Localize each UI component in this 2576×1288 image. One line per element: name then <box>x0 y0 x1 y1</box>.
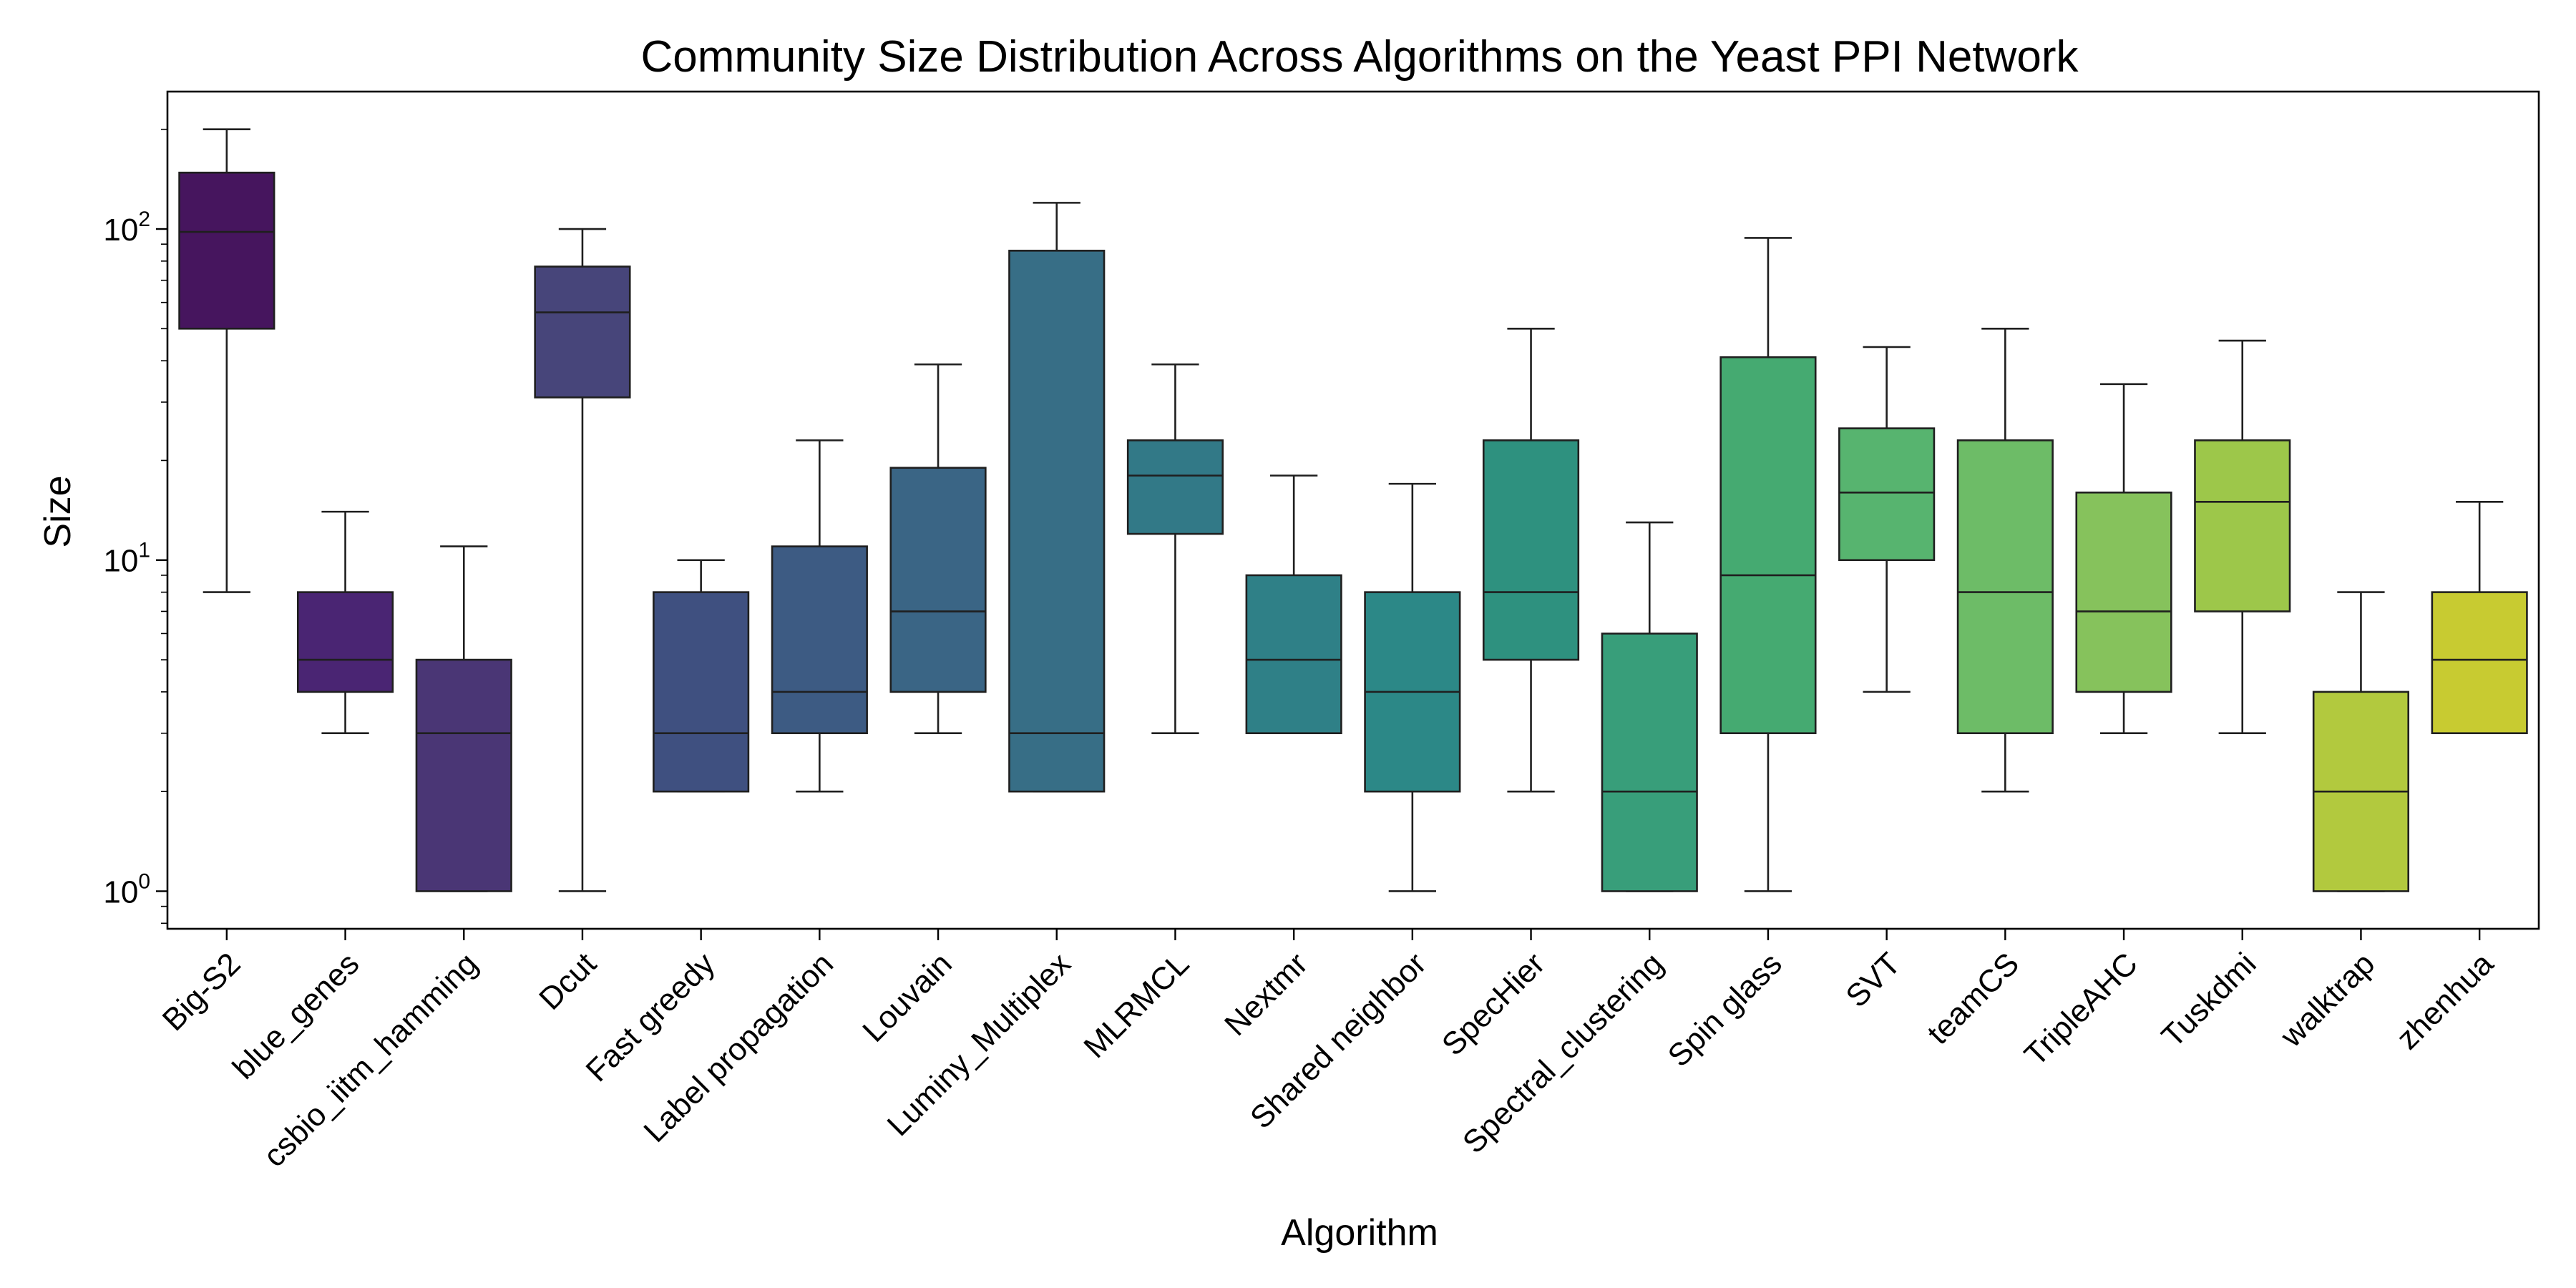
box-group <box>1364 482 1461 892</box>
x-tick-label: Big-S2 <box>156 946 248 1038</box>
x-tick-label: walktrap <box>2273 946 2381 1054</box>
x-tick-label: SpecHier <box>1435 946 1552 1063</box>
box-group <box>653 559 750 793</box>
y-axis-label: Size <box>37 475 79 547</box>
x-tick-label: Nextmr <box>1218 946 1314 1043</box>
x-tick-label: Dcut <box>532 946 603 1017</box>
x-tick-label: Spin glass <box>1662 946 1789 1073</box>
box-iqr <box>1601 633 1698 892</box>
box-iqr <box>415 658 512 892</box>
box-group <box>1482 328 1580 793</box>
x-tick-label: zhenhua <box>2390 946 2500 1056</box>
box-group <box>534 228 631 892</box>
box-iqr <box>2431 591 2528 734</box>
plot-frame <box>166 90 2540 930</box>
box-iqr <box>296 591 394 693</box>
box-iqr <box>1126 439 1224 535</box>
y-tick-label: 100 <box>103 869 150 909</box>
box-iqr <box>2075 491 2172 693</box>
box-group <box>2431 500 2528 734</box>
x-axis-label: Algorithm <box>1281 1212 1438 1254</box>
x-tick-label: Louvain <box>856 946 959 1049</box>
box-group <box>1956 328 2054 793</box>
box-iqr <box>1008 250 1106 793</box>
y-tick-label: 101 <box>103 539 150 579</box>
box-group <box>1245 474 1342 734</box>
y-tick-label: 102 <box>103 208 150 248</box>
box-group <box>296 510 394 734</box>
box-iqr <box>1956 439 2054 734</box>
box-group <box>415 545 512 892</box>
box-iqr <box>1719 356 1817 734</box>
box-group <box>1719 237 1817 892</box>
box-group <box>771 439 868 793</box>
chart-title: Community Size Distribution Across Algor… <box>641 32 2079 82</box>
x-tick-label: TripleAHC <box>2018 946 2145 1073</box>
x-tick-label: Tuskdmi <box>2155 946 2263 1054</box>
x-tick-label: SVT <box>1839 946 1907 1014</box>
box-iqr <box>1838 427 1936 562</box>
box-iqr <box>178 171 275 330</box>
box-group <box>1008 202 1106 793</box>
box-iqr <box>1482 439 1580 661</box>
box-group <box>1126 363 1224 734</box>
box-iqr <box>1245 574 1342 734</box>
plot-area: 100101102Big-S2blue_genescsbio_iitm_hamm… <box>103 90 2540 1174</box>
box-group <box>2194 339 2291 734</box>
box-iqr <box>771 545 868 734</box>
x-tick-label: Spectral_clustering <box>1456 946 1670 1160</box>
box-iqr <box>889 467 987 693</box>
box-group <box>889 363 987 734</box>
box-iqr <box>2194 439 2291 613</box>
x-tick-label: teamCS <box>1921 946 2026 1051</box>
box-group <box>2075 383 2172 734</box>
box-group <box>1601 521 1698 892</box>
box-group <box>2312 591 2410 892</box>
box-iqr <box>534 265 631 399</box>
x-tick-label: MLRMCL <box>1077 946 1196 1065</box>
box-group <box>178 128 275 593</box>
box-group <box>1838 346 1936 693</box>
box-iqr <box>653 591 750 793</box>
x-tick-label: csbio_iitm_hamming <box>257 946 484 1174</box>
